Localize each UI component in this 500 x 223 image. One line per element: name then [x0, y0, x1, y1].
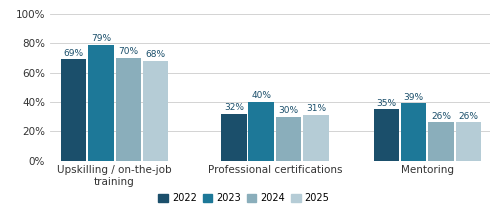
Bar: [428, 122, 454, 161]
Text: 69%: 69%: [64, 49, 84, 58]
Bar: [61, 60, 86, 161]
Text: 70%: 70%: [118, 47, 139, 56]
Bar: [456, 122, 481, 161]
Text: 31%: 31%: [306, 104, 326, 113]
Text: 26%: 26%: [431, 112, 451, 121]
Text: 35%: 35%: [376, 99, 396, 107]
Text: 39%: 39%: [404, 93, 424, 102]
Bar: [221, 114, 246, 161]
Bar: [303, 115, 328, 161]
Text: 79%: 79%: [91, 34, 111, 43]
Bar: [248, 102, 274, 161]
Bar: [143, 61, 169, 161]
Text: 30%: 30%: [278, 106, 298, 115]
Bar: [116, 58, 141, 161]
Bar: [401, 103, 426, 161]
Bar: [276, 117, 301, 161]
Text: 40%: 40%: [251, 91, 271, 100]
Text: 68%: 68%: [146, 50, 166, 59]
Bar: [374, 109, 399, 161]
Text: 26%: 26%: [458, 112, 478, 121]
Text: 32%: 32%: [224, 103, 244, 112]
Legend: 2022, 2023, 2024, 2025: 2022, 2023, 2024, 2025: [158, 193, 330, 203]
Bar: [88, 45, 114, 161]
